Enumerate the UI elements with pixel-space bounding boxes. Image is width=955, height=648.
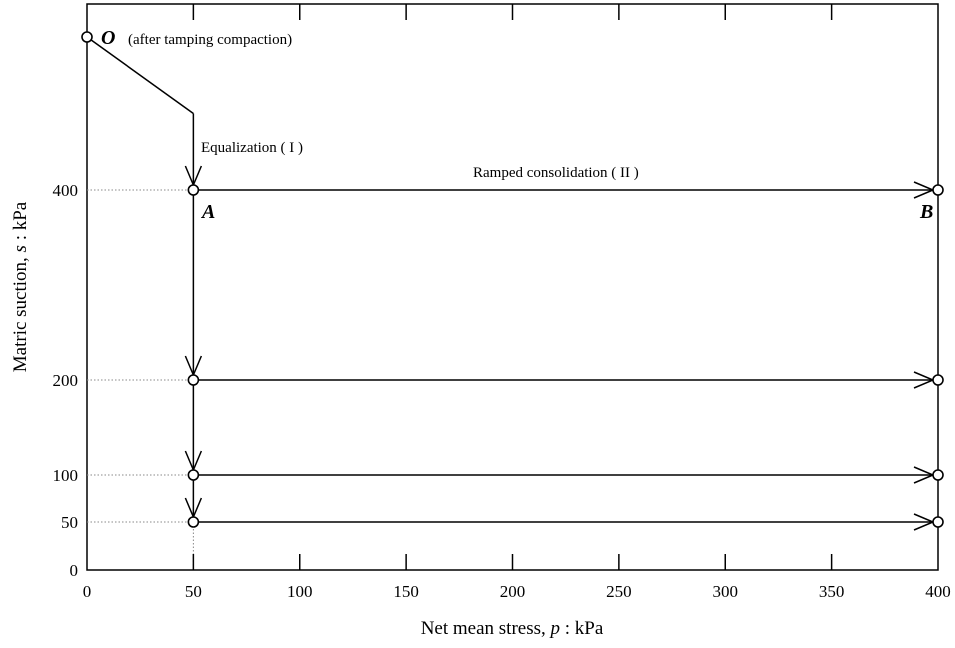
- compaction-path-line: [86, 36, 194, 115]
- marker-end-point: [932, 516, 944, 528]
- point-label-A: A: [200, 201, 215, 223]
- x-tick-label: 350: [819, 582, 845, 601]
- x-tick-label: 200: [500, 582, 526, 601]
- y-tick-label: 100: [53, 466, 79, 485]
- x-tick-label: 400: [925, 582, 951, 601]
- x-axis-title-symbol: p: [549, 618, 561, 639]
- annotation-after-compaction: (after tamping compaction): [128, 32, 292, 48]
- marker-end-point: [932, 469, 944, 481]
- annotation-ramped-consolidation: Ramped consolidation ( II ): [473, 165, 639, 181]
- y-tick-label: 200: [53, 371, 79, 390]
- point-label-B: B: [919, 201, 933, 223]
- x-tick-label: 50: [185, 582, 202, 601]
- y-tick-label: 400: [53, 181, 79, 200]
- y-axis-title: Matric suction, s : kPa: [10, 201, 31, 372]
- marker-start-point: [187, 469, 200, 481]
- annotation-equalization: Equalization ( I ): [201, 140, 303, 156]
- x-axis-title: Net mean stress, p : kPa: [421, 618, 604, 639]
- y-tick-label: 50: [61, 513, 78, 532]
- x-tick-label: 150: [393, 582, 419, 601]
- marker-start-point: [187, 184, 200, 196]
- point-label-O: O: [101, 27, 115, 49]
- marker-start-point: [187, 516, 200, 528]
- y-axis-title-text: Matric suction,: [10, 252, 31, 372]
- x-axis-title-unit: : kPa: [560, 618, 604, 639]
- x-tick-label: 250: [606, 582, 632, 601]
- plot-frame: [86, 3, 939, 571]
- x-axis-title-text: Net mean stress,: [421, 618, 551, 639]
- marker-start-point: [187, 374, 200, 386]
- y-axis-title-unit: : kPa: [10, 201, 31, 245]
- y-axis-title-symbol: s: [10, 245, 31, 252]
- marker-end-point: [932, 184, 944, 196]
- marker-end-point: [932, 374, 944, 386]
- x-tick-label: 300: [713, 582, 739, 601]
- x-tick-label: 0: [83, 582, 92, 601]
- y-tick-label: 0: [70, 561, 79, 580]
- x-tick-label: 100: [287, 582, 313, 601]
- marker-point-O: [81, 31, 93, 43]
